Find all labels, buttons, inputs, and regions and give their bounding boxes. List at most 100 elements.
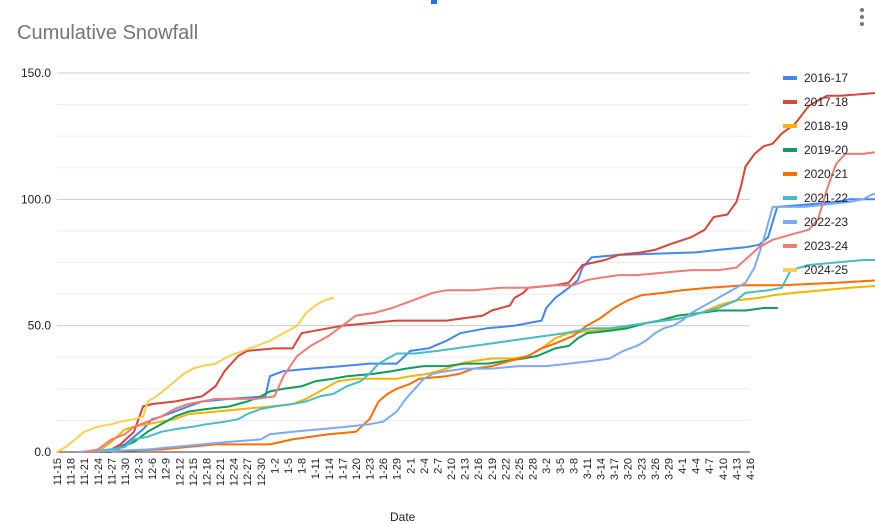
x-tick-label: 3-11 xyxy=(582,458,594,479)
x-tick-label: 12-27 xyxy=(242,458,254,486)
legend-item-2021-22[interactable]: 2021-22 xyxy=(783,186,848,210)
chart-title: Cumulative Snowfall xyxy=(17,22,199,44)
x-tick-label: 3-20 xyxy=(623,458,635,480)
x-tick-label: 1-26 xyxy=(378,458,390,480)
legend-item-2016-17[interactable]: 2016-17 xyxy=(783,66,848,90)
x-tick-label: 1-29 xyxy=(392,458,404,480)
series-line-2023-24[interactable] xyxy=(83,98,875,453)
legend-swatch xyxy=(783,148,797,152)
x-tick-label: 12-9 xyxy=(161,458,173,480)
legend-swatch xyxy=(783,76,797,80)
y-axis-ticks: 0.0 50.0 100.0 150.0 xyxy=(21,66,51,459)
legend-swatch xyxy=(783,244,797,248)
y-tick-label: 150.0 xyxy=(21,66,51,80)
x-tick-label: 2-22 xyxy=(500,458,512,480)
series-line-2020-21[interactable] xyxy=(87,279,875,453)
x-tick-label: 2-25 xyxy=(514,458,526,480)
gridlines xyxy=(57,72,750,453)
x-tick-label: 11-30 xyxy=(120,458,132,485)
x-tick-label: 3-8 xyxy=(568,458,580,474)
legend-label: 2017-18 xyxy=(804,95,849,109)
x-tick-label: 12-15 xyxy=(188,458,200,486)
x-tick-label: 1-14 xyxy=(324,458,336,480)
x-tick-label: 11-21 xyxy=(79,458,91,485)
x-tick-label: 12-3 xyxy=(134,458,146,480)
legend-label: 2018-19 xyxy=(804,119,849,133)
x-tick-label: 4-4 xyxy=(691,458,703,474)
series-line-2019-20[interactable] xyxy=(83,307,779,453)
x-tick-label: 11-15 xyxy=(52,458,64,485)
chart-legend: 2016-17 2017-18 2018-19 2019-20 2020-21 2021-… xyxy=(783,66,848,282)
legend-item-2019-20[interactable]: 2019-20 xyxy=(783,138,848,162)
legend-label: 2024-25 xyxy=(804,263,849,277)
series-line-2016-17[interactable] xyxy=(78,161,875,453)
x-tick-label: 4-16 xyxy=(745,458,757,480)
y-tick-label: 100.0 xyxy=(21,192,51,206)
x-tick-label: 4-10 xyxy=(718,458,730,480)
x-tick-label: 3-29 xyxy=(663,458,675,480)
top-scroll-indicator xyxy=(431,0,437,4)
x-tick-label: 4-7 xyxy=(704,458,716,474)
legend-swatch xyxy=(783,196,797,200)
y-tick-label: 0.0 xyxy=(34,445,51,459)
legend-label: 2023-24 xyxy=(804,239,849,253)
x-tick-label: 12-6 xyxy=(147,458,159,480)
x-tick-label: 3-17 xyxy=(609,458,621,480)
legend-label: 2016-17 xyxy=(804,71,849,85)
legend-label: 2019-20 xyxy=(804,143,849,157)
x-tick-label: 1-20 xyxy=(351,458,363,480)
legend-item-2023-24[interactable]: 2023-24 xyxy=(783,234,848,258)
x-tick-label: 1-23 xyxy=(365,458,377,480)
x-tick-label: 4-1 xyxy=(677,458,689,474)
x-tick-label: 2-13 xyxy=(460,458,472,480)
legend-swatch xyxy=(783,124,797,128)
series-line-2024-25[interactable] xyxy=(56,296,335,453)
x-tick-label: 1-11 xyxy=(310,458,322,479)
x-tick-label: 3-2 xyxy=(541,458,553,474)
legend-item-2020-21[interactable]: 2020-21 xyxy=(783,162,848,186)
legend-item-2022-23[interactable]: 2022-23 xyxy=(783,210,848,234)
x-tick-label: 3-26 xyxy=(650,458,662,480)
x-tick-label: 2-7 xyxy=(432,458,444,474)
x-tick-label: 1-17 xyxy=(337,458,349,480)
more-vert-icon[interactable] xyxy=(856,8,868,30)
x-tick-label: 11-27 xyxy=(106,458,118,485)
x-axis-label: Date xyxy=(390,510,416,524)
x-tick-label: 2-19 xyxy=(487,458,499,480)
x-tick-label: 3-5 xyxy=(555,458,567,474)
legend-swatch xyxy=(783,268,797,272)
legend-item-2017-18[interactable]: 2017-18 xyxy=(783,90,848,114)
x-tick-label: 3-23 xyxy=(636,458,648,480)
legend-label: 2020-21 xyxy=(804,167,849,181)
x-tick-label: 12-30 xyxy=(256,458,268,486)
x-tick-label: 1-2 xyxy=(269,458,281,474)
series-line-2021-22[interactable] xyxy=(83,259,875,453)
series-line-2022-23[interactable] xyxy=(78,189,875,453)
legend-item-2024-25[interactable]: 2024-25 xyxy=(783,258,848,282)
x-tick-label: 3-14 xyxy=(596,458,608,480)
x-tick-label: 12-12 xyxy=(174,458,186,486)
x-tick-label: 2-16 xyxy=(473,458,485,480)
series-line-2017-18[interactable] xyxy=(105,76,875,453)
legend-label: 2021-22 xyxy=(804,191,849,205)
series-line-2018-19[interactable] xyxy=(96,268,875,453)
x-tick-label: 2-28 xyxy=(528,458,540,480)
x-tick-label: 4-13 xyxy=(731,458,743,480)
x-tick-label: 2-10 xyxy=(446,458,458,480)
legend-item-2018-19[interactable]: 2018-19 xyxy=(783,114,848,138)
x-axis-ticks: 11-15 11-18 11-21 11-24 11-27 11-30 12-3 12-6 12… xyxy=(52,458,757,486)
x-tick-label: 12-18 xyxy=(201,458,213,486)
x-tick-label: 1-5 xyxy=(283,458,295,474)
x-tick-label: 11-24 xyxy=(93,458,105,485)
x-tick-label: 11-18 xyxy=(66,458,78,485)
x-tick-label: 2-4 xyxy=(419,458,431,474)
x-tick-label: 1-8 xyxy=(297,458,309,474)
series-lines xyxy=(56,76,875,453)
legend-swatch xyxy=(783,100,797,104)
legend-swatch xyxy=(783,172,797,176)
legend-label: 2022-23 xyxy=(804,215,849,229)
x-tick-label: 12-24 xyxy=(229,458,241,486)
legend-swatch xyxy=(783,220,797,224)
y-tick-label: 50.0 xyxy=(28,319,52,333)
